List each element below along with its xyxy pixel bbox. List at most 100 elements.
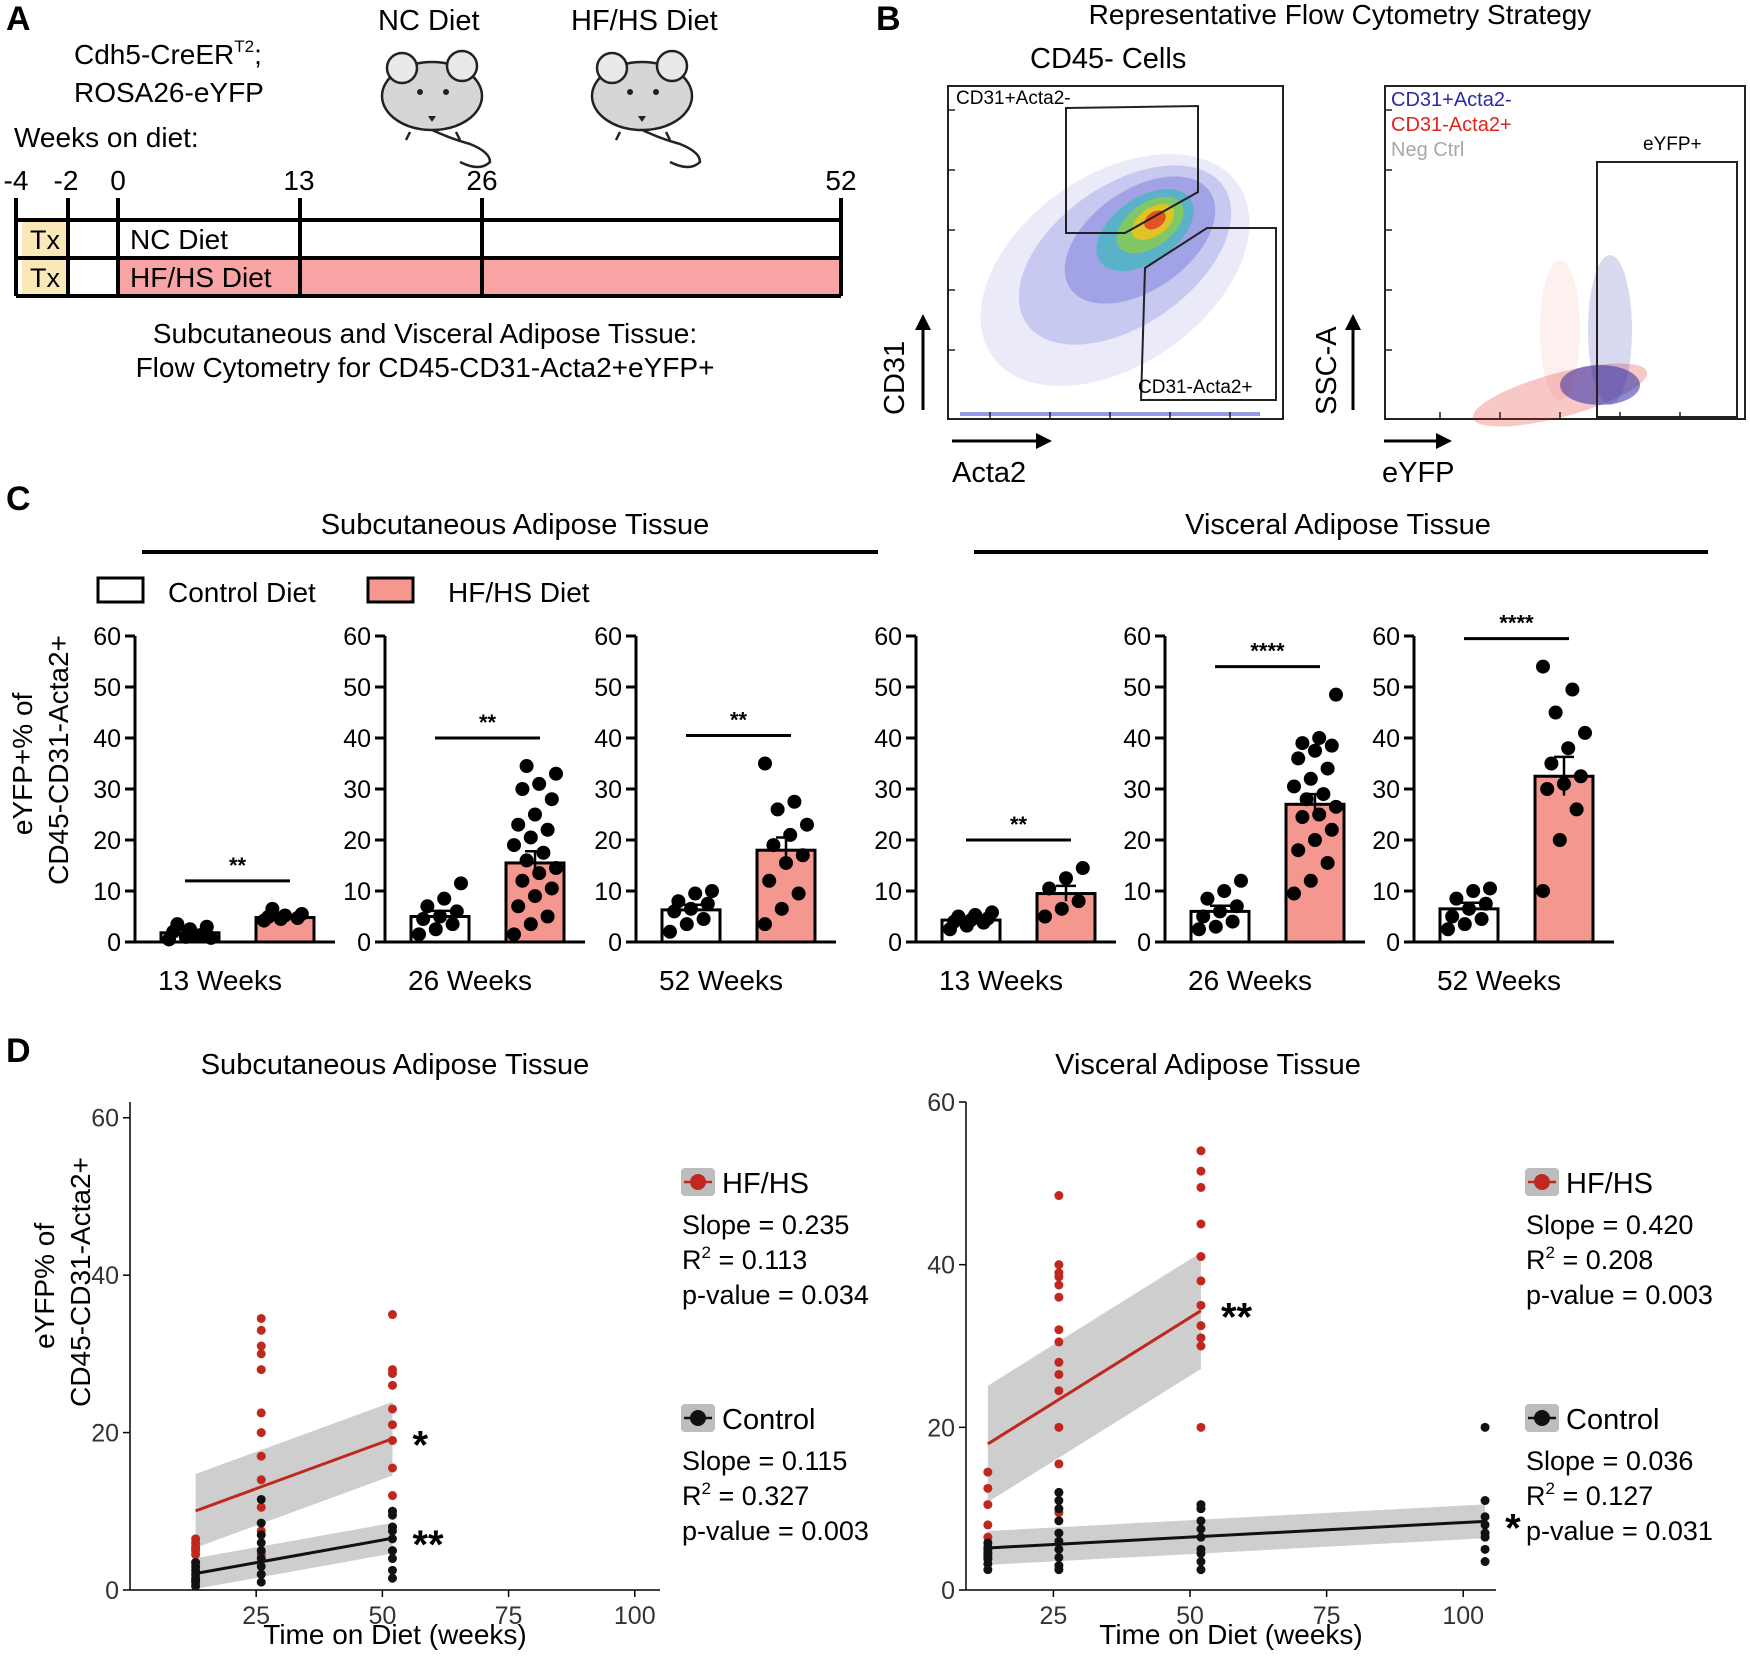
fit-line [987, 1309, 1202, 1446]
y-tick-label: 60 [1372, 623, 1400, 651]
data-point-hfhs [1196, 1333, 1206, 1343]
legend-swatch-hfhs [366, 576, 415, 604]
data-point [1312, 807, 1327, 822]
y-tick-label: 20 [91, 1420, 119, 1448]
data-point [688, 886, 703, 901]
tx-label-nc: Tx [30, 225, 60, 255]
data-point [1291, 843, 1306, 858]
y-tick-label: 40 [1123, 725, 1151, 753]
data-point-control [1480, 1528, 1490, 1538]
data-point-control [256, 1546, 266, 1556]
data-point-hfhs [387, 1380, 397, 1390]
data-point [540, 909, 555, 924]
gate-label-upper: CD31+Acta2- [956, 88, 1071, 109]
data-point [679, 917, 694, 932]
y-tick-label: 0 [888, 929, 902, 957]
x-axis-label: 26 Weeks [1188, 965, 1312, 996]
data-point-hfhs [256, 1365, 266, 1375]
data-point [787, 794, 802, 809]
hfhs-diet-row-label: HF/HS Diet [130, 262, 272, 293]
data-point-hfhs [256, 1502, 266, 1512]
data-point-hfhs [1054, 1422, 1064, 1432]
legend-label-control: Control Diet [168, 577, 316, 608]
stat-r2: R2 = 0.327 [682, 1479, 809, 1511]
data-point [1565, 682, 1580, 697]
data-point [523, 830, 538, 845]
stat-slope: Slope = 0.115 [682, 1446, 847, 1476]
mouse-strain-superscript: T2 [234, 37, 254, 56]
y-tick-label: 0 [608, 929, 622, 957]
significance-label: ** [479, 710, 497, 735]
x-tick-label: 100 [614, 1602, 656, 1630]
significance-label: * [412, 1424, 428, 1468]
x-axis-label: 26 Weeks [408, 965, 532, 996]
panel-a: A Cdh5-CreERT2; ROSA26-eYFP NC Diet HF/H… [4, 0, 857, 383]
data-point [170, 917, 185, 932]
data-point [532, 776, 547, 791]
stat-r2: R2 = 0.208 [1526, 1243, 1653, 1275]
data-point-hfhs [1054, 1260, 1064, 1270]
data-point [437, 891, 452, 906]
y-tick-label: 0 [107, 929, 121, 957]
y-tick-label: 10 [874, 878, 902, 906]
flow-legend-item: Neg Ctrl [1391, 139, 1464, 161]
flow-plot1-title: CD45- Cells [1030, 43, 1186, 75]
data-point [507, 838, 521, 853]
y-tick-label: 20 [927, 1414, 955, 1442]
data-point [1200, 891, 1215, 906]
data-point-control [256, 1530, 266, 1540]
x-axis-label: Time on Diet (weeks) [1099, 1619, 1362, 1650]
data-point [536, 845, 551, 860]
x-axis-label: 13 Weeks [158, 965, 282, 996]
data-point-control [1054, 1544, 1064, 1554]
data-point-hfhs [387, 1404, 397, 1414]
group-title-visceral: Visceral Adipose Tissue [1185, 509, 1491, 541]
stat-slope: Slope = 0.036 [1526, 1446, 1693, 1476]
y-tick-label: 0 [1137, 929, 1151, 957]
data-point [549, 766, 563, 781]
data-point [433, 909, 447, 924]
data-point-control [983, 1538, 993, 1548]
data-point [1208, 919, 1223, 934]
data-point [758, 917, 772, 932]
data-point-hfhs [1196, 1422, 1206, 1432]
data-point [795, 848, 810, 863]
data-point-control [1196, 1524, 1206, 1534]
legend-label: HF/HS [722, 1168, 809, 1200]
data-point [951, 909, 966, 924]
data-point-control [1054, 1561, 1064, 1571]
fit-line [195, 1437, 393, 1513]
data-point-control [256, 1561, 266, 1571]
flow-plot1-xlabel: Acta2 [952, 457, 1026, 489]
data-point-hfhs [1196, 1341, 1206, 1351]
data-point [519, 853, 534, 868]
data-point [278, 908, 292, 923]
data-point-hfhs [387, 1491, 397, 1501]
data-point [1536, 884, 1550, 898]
flow-legend-item: CD31-Acta2+ [1391, 114, 1512, 136]
data-point [544, 881, 559, 896]
y-tick-label: 50 [1372, 674, 1400, 702]
data-point [515, 782, 530, 796]
data-point [1578, 725, 1592, 740]
data-point-hfhs [1054, 1280, 1064, 1290]
y-tick-label: 40 [1372, 725, 1400, 753]
hfhs-timeline-fill [118, 258, 841, 296]
y-tick-label: 50 [93, 674, 121, 702]
data-point [449, 904, 464, 919]
significance-label: **** [1250, 639, 1285, 664]
y-tick-label: 40 [343, 725, 371, 753]
data-point [1225, 914, 1240, 929]
data-point [511, 817, 526, 832]
mouse-icon-hfhs [590, 49, 702, 169]
gate-label-eyfp: eYFP+ [1643, 134, 1702, 155]
y-tick-label: 10 [1372, 878, 1400, 906]
stat-pvalue: p-value = 0.003 [1526, 1280, 1713, 1310]
data-point [1303, 873, 1318, 888]
x-axis-label: 52 Weeks [659, 965, 783, 996]
data-point [532, 866, 547, 881]
nc-diet-row-label: NC Diet [130, 224, 228, 255]
data-point-control [256, 1518, 266, 1528]
